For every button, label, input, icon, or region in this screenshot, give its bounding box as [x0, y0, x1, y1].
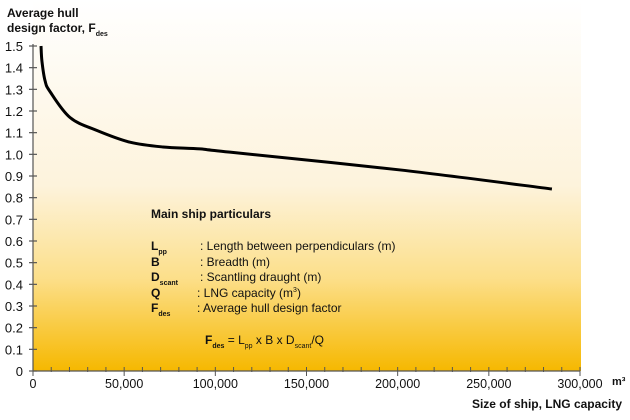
legend-desc: : Scantling draught (m)	[200, 270, 322, 284]
y-axis-label: Average hull design factor, Fdes	[7, 6, 108, 42]
y-tick-label: 1.1	[5, 126, 23, 141]
y-tick-label: 0.1	[5, 342, 23, 357]
y-axis-label-line1: Average hull	[7, 6, 79, 20]
legend-desc: : Length between perpendiculars (m)	[200, 239, 396, 253]
legend-desc-end: )	[296, 285, 301, 300]
formula-d-sub: scant	[294, 343, 312, 350]
y-tick-label: 0.7	[5, 212, 23, 227]
y-axis-label-line2: design factor, F	[7, 21, 96, 35]
x-axis-label: Size of ship, LNG capacity	[471, 397, 622, 411]
legend-symbol: D	[151, 270, 160, 284]
plot-background	[33, 0, 581, 371]
y-tick-label: 0.3	[5, 299, 23, 314]
x-axis-unit: m³	[612, 376, 626, 388]
legend-symbol: L	[151, 239, 159, 253]
x-tick-label: 50,000	[105, 377, 143, 391]
formula: Fdes = Lpp x B x Dscant/Q	[205, 333, 324, 350]
x-tick-label: 300,000	[557, 377, 602, 391]
legend-desc: : LNG capacity (m	[197, 285, 294, 300]
y-tick-label: 0.4	[5, 277, 23, 292]
formula-f-sub: des	[212, 343, 225, 350]
formula-l-sub: pp	[244, 343, 253, 350]
legend-symbol: Q	[151, 285, 161, 300]
y-tick-label: 0.9	[5, 169, 23, 184]
x-tick-label: 100,000	[193, 377, 238, 391]
formula-mid: x B x D	[252, 333, 295, 347]
series-line	[39, 45, 553, 191]
formula-eq: = L	[224, 333, 245, 347]
y-tick-label: 0.2	[5, 321, 23, 336]
annotation-title: Main ship particulars	[151, 207, 272, 221]
x-tick-label: 200,000	[375, 377, 420, 391]
x-tick-label: 250,000	[466, 377, 511, 391]
legend-desc: : Average hull design factor	[197, 301, 342, 315]
formula-f: F	[205, 333, 213, 347]
y-axis-label-sub: des	[95, 31, 108, 38]
legend-symbol-sub: des	[158, 311, 171, 318]
y-tick-label: 0	[16, 364, 23, 379]
y-tick-label: 1.2	[5, 104, 23, 119]
formula-end: /Q	[311, 333, 324, 347]
y-tick-label: 1.3	[5, 82, 23, 97]
y-tick-label: 0.8	[5, 191, 23, 206]
legend-sup: 3	[293, 286, 297, 294]
legend-symbol: B	[151, 254, 160, 269]
y-tick-label: 0.6	[5, 234, 23, 249]
legend-symbol-sub: scant	[159, 280, 178, 287]
y-tick-label: 1.0	[5, 147, 23, 162]
y-tick-label: 1.4	[5, 61, 23, 76]
legend-desc: : Breadth (m)	[200, 254, 271, 269]
x-tick-label: 150,000	[284, 377, 329, 391]
y-tick-label: 0.5	[5, 256, 23, 271]
legend-symbol: F	[151, 301, 159, 315]
x-tick-label: 0	[30, 377, 37, 391]
legend-symbol-sub: pp	[158, 249, 167, 256]
y-tick-label: 1.5	[5, 39, 23, 54]
